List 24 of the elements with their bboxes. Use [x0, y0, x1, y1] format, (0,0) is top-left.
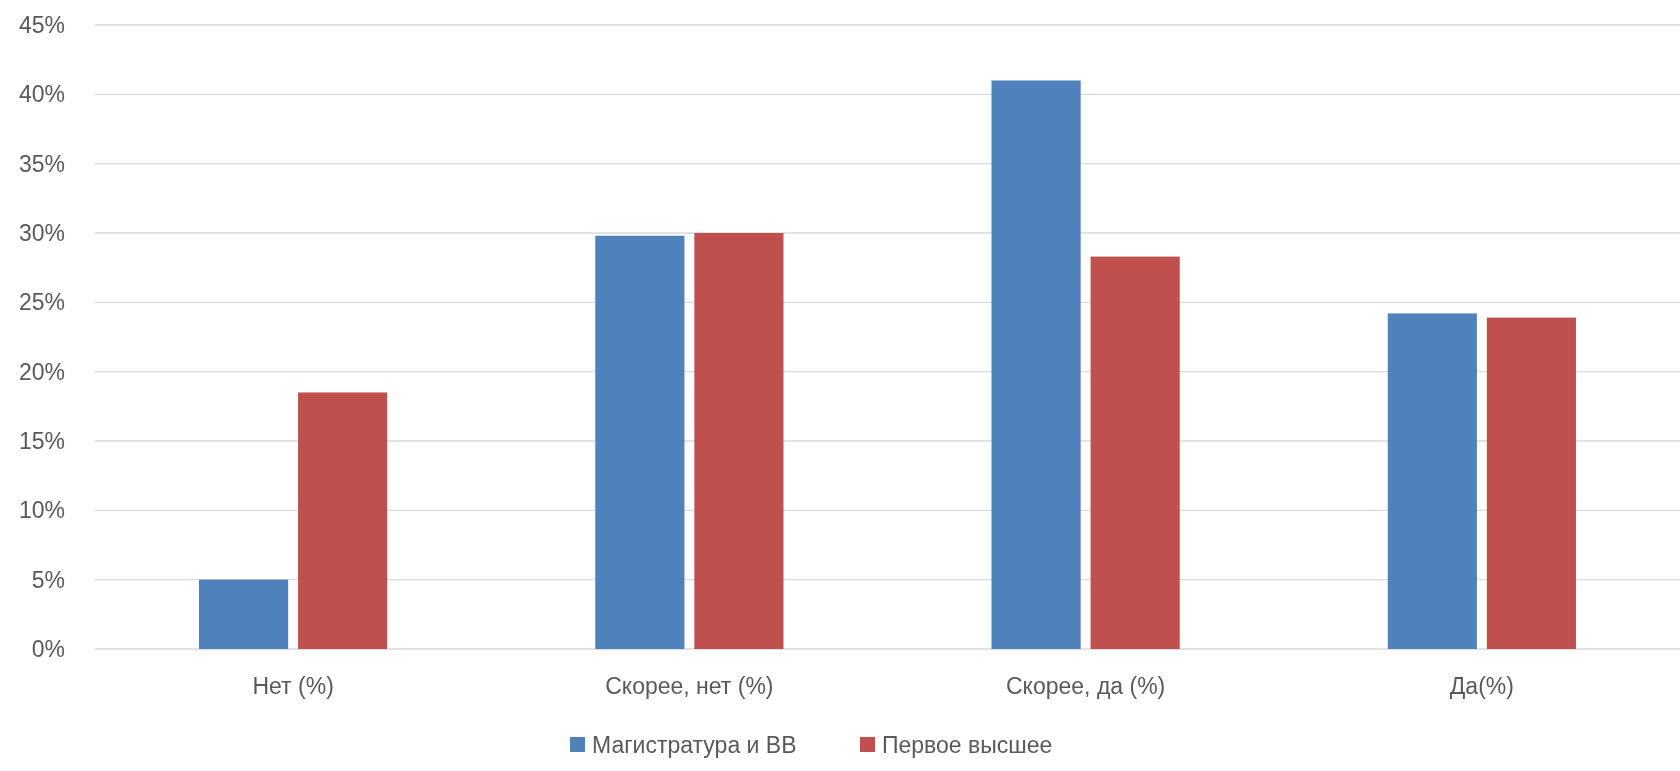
bar [991, 80, 1081, 649]
y-tick-label: 30% [18, 220, 65, 247]
y-tick-label: 40% [18, 81, 65, 108]
y-tick-label: 20% [18, 358, 65, 385]
bar [199, 579, 289, 649]
y-tick-label: 45% [18, 12, 65, 39]
y-tick-label: 35% [18, 150, 65, 177]
bar [1387, 313, 1477, 649]
y-tick-label: 25% [18, 289, 65, 316]
bar [298, 392, 388, 649]
x-tick-label: Да(%) [1449, 673, 1514, 699]
y-tick-label: 10% [18, 497, 65, 524]
bar [595, 235, 685, 649]
legend-label: Магистратура и ВВ [592, 732, 797, 759]
x-tick-label: Скорее, да (%) [1006, 673, 1166, 699]
bar [694, 233, 784, 649]
bar [1486, 317, 1576, 649]
x-tick-label: Скорее, нет (%) [605, 673, 774, 699]
x-tick-label: Нет (%) [252, 673, 334, 699]
legend-label: Первое высшее [882, 732, 1053, 759]
bar [1090, 256, 1180, 649]
y-tick-label: 5% [31, 566, 65, 593]
y-tick-label: 15% [18, 428, 65, 455]
y-tick-label: 0% [31, 636, 65, 663]
